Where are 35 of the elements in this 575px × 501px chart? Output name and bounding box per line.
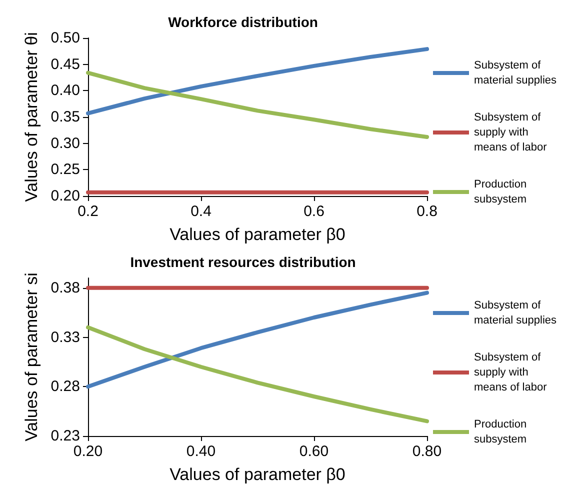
y-tick-label: 0.45 (50, 56, 80, 73)
line-series (86, 47, 429, 116)
x-axis-title: Values of parameter β0 (170, 465, 346, 484)
y-tick-label: 0.38 (50, 279, 80, 296)
line-series (86, 290, 429, 389)
legend-label: Subsystem of supply with means of labor (474, 112, 548, 154)
x-axis-title: Values of parameter β0 (170, 225, 346, 244)
y-tick-label: 0.50 (50, 30, 80, 46)
y-tick-label: 0.33 (50, 328, 80, 346)
y-axis-title: Values of parameter θi (22, 32, 41, 202)
x-tick-label: 0.8 (416, 203, 438, 220)
x-tick-label: 0.2 (78, 203, 98, 220)
y-tick-label: 0.23 (50, 428, 80, 444)
y-tick-label: 0.40 (50, 82, 80, 100)
y-tick-label: 0.35 (50, 108, 80, 126)
line-series (86, 70, 429, 140)
x-tick-label: 0.60 (299, 443, 329, 460)
x-tick-label: 0.4 (190, 203, 212, 220)
legend-label: Subsystem of material supplies (474, 300, 558, 326)
chart-title: Workforce distribution (168, 14, 318, 30)
x-tick-label: 0.20 (73, 443, 103, 460)
legend-label: Subsystem of supply with means of labor (474, 352, 548, 394)
y-tick-label: 0.20 (50, 188, 80, 204)
line-series (86, 325, 429, 424)
y-tick-label: 0.28 (50, 378, 80, 396)
legend-label: Production subsystem (474, 178, 530, 206)
legend-label: Production subsystem (474, 418, 530, 446)
y-tick-label: 0.25 (50, 161, 80, 178)
x-tick-label: 0.6 (304, 203, 324, 220)
legend-label: Subsystem of material supplies (474, 60, 558, 86)
y-axis-title: Values of parameter si (22, 272, 41, 442)
x-tick-label: 0.40 (186, 443, 216, 460)
x-tick-label: 0.80 (412, 443, 442, 460)
y-tick-label: 0.30 (50, 134, 80, 152)
chart-title: Investment resources distribution (130, 254, 356, 270)
